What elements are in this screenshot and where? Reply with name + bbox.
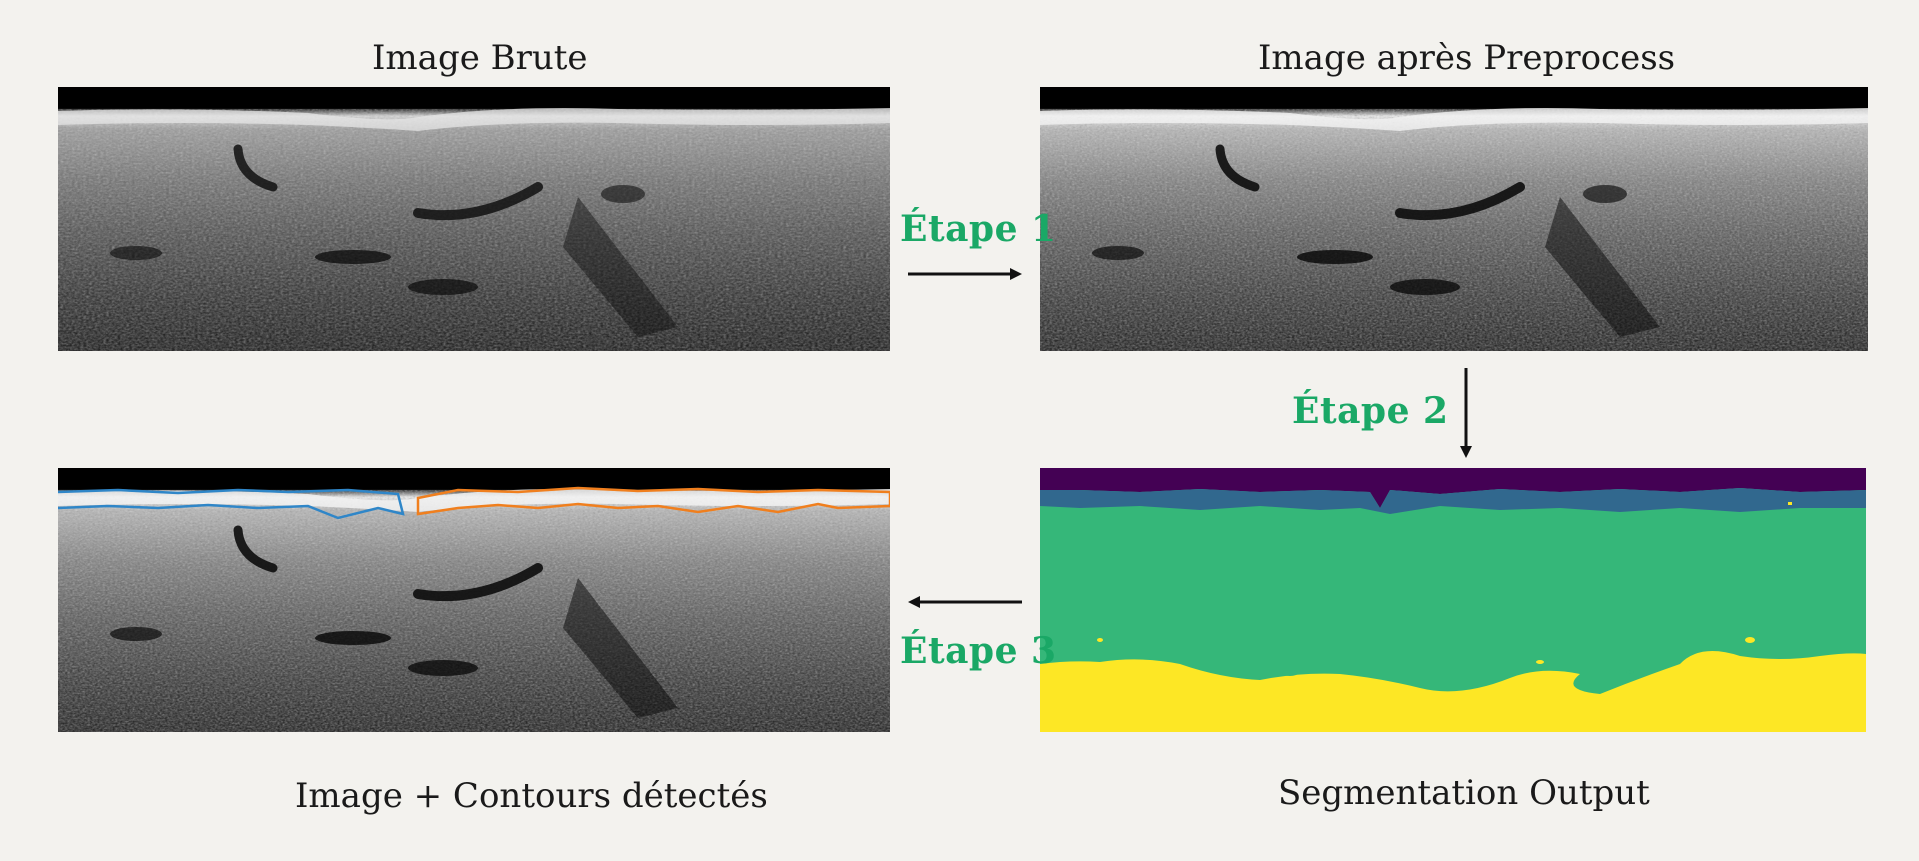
step-2-label: Étape 2 <box>1292 390 1449 432</box>
arrow-right-step-1 <box>908 266 1022 282</box>
title-segmentation-output: Segmentation Output <box>1278 773 1650 813</box>
contour-orange <box>416 486 890 516</box>
raw-ultrasound-image <box>58 87 890 351</box>
title-contours-image: Image + Contours détectés <box>295 776 768 816</box>
contours-overlay-image <box>58 468 890 732</box>
title-preprocessed-image: Image après Preprocess <box>1258 38 1676 78</box>
arrow-left-step-3 <box>908 594 1022 610</box>
preprocessed-ultrasound-image <box>1040 87 1868 351</box>
contour-blue <box>58 488 405 520</box>
arrow-down-step-2 <box>1458 368 1474 458</box>
title-raw-image: Image Brute <box>372 38 588 78</box>
step-1-label: Étape 1 <box>900 208 1057 250</box>
segmentation-output-image <box>1040 468 1866 732</box>
step-3-label: Étape 3 <box>900 630 1057 672</box>
